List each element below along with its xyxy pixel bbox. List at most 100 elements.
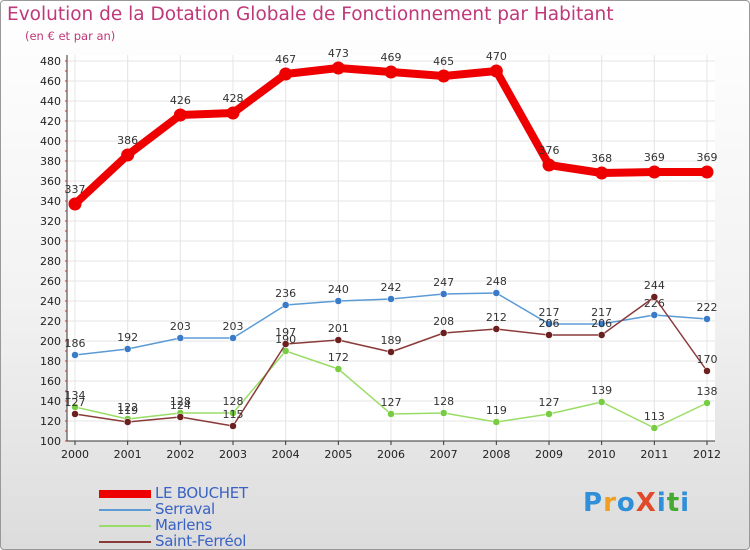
data-point (647, 165, 661, 179)
series-le-bouchet: 337 386 426 428 467 473 469 465 470 376 368 369 369 (65, 47, 718, 211)
data-point (384, 65, 398, 79)
data-point (387, 295, 395, 303)
series-marlens: 134 122 128 128 190 172 127 128 119 127 139 113 138 (65, 333, 718, 432)
data-point (437, 69, 451, 83)
data-label: 206 (591, 317, 612, 330)
data-label: 189 (381, 334, 402, 347)
y-tick-label: 200 (40, 335, 61, 348)
logo-letter: o (616, 488, 636, 518)
legend-label: Saint-Ferréol (155, 532, 247, 550)
data-label: 212 (486, 311, 507, 324)
data-label: 134 (65, 389, 86, 402)
logo-letter: i (656, 488, 667, 518)
data-label: 428 (223, 92, 244, 105)
data-point (703, 315, 711, 323)
data-label: 369 (644, 151, 665, 164)
y-tick-label: 240 (40, 295, 61, 308)
data-label: 115 (223, 408, 244, 421)
data-point (597, 398, 606, 406)
data-point (123, 418, 132, 426)
data-label: 469 (381, 51, 402, 64)
data-point (226, 106, 240, 120)
x-tick-label: 2009 (535, 448, 563, 461)
data-label: 242 (381, 281, 402, 294)
proxiti-logo: ProXiti (583, 488, 690, 518)
data-point (71, 410, 79, 418)
data-label: 217 (591, 306, 612, 319)
data-label: 337 (65, 183, 86, 196)
data-label: 170 (697, 353, 718, 366)
data-label: 247 (433, 276, 454, 289)
data-point (703, 367, 711, 375)
y-tick-label: 260 (40, 275, 61, 288)
data-point (387, 348, 395, 356)
data-label: 122 (117, 401, 138, 414)
x-tick-label: 2005 (324, 448, 352, 461)
legend-item: Serraval (99, 500, 339, 518)
chart-subtitle: (en € et par an) (25, 29, 116, 43)
data-point (492, 325, 501, 333)
y-tick-label: 120 (40, 415, 61, 428)
data-point (650, 424, 659, 432)
data-point (489, 64, 503, 78)
x-tick-label: 2006 (377, 448, 405, 461)
data-label: 473 (328, 47, 349, 60)
data-label: 206 (539, 317, 560, 330)
logo-letter: r (603, 488, 617, 518)
data-label: 113 (644, 410, 665, 423)
data-point (334, 336, 343, 344)
legend-item: LE BOUCHET (99, 484, 339, 502)
x-tick-label: 2011 (640, 448, 668, 461)
data-label: 203 (223, 320, 244, 333)
y-tick-label: 440 (40, 95, 61, 108)
data-label: 386 (117, 134, 138, 147)
legend-label: LE BOUCHET (155, 484, 248, 502)
data-label: 124 (170, 399, 191, 412)
y-tick-label: 100 (40, 435, 61, 448)
data-label: 208 (433, 315, 454, 328)
data-point (595, 166, 609, 180)
logo-letter: i (680, 488, 691, 518)
data-point (545, 320, 553, 328)
data-label: 139 (591, 384, 612, 397)
data-point (281, 301, 290, 309)
x-tick-label: 2002 (166, 448, 194, 461)
data-point (703, 399, 711, 407)
y-tick-label: 320 (40, 215, 61, 228)
y-tick-label: 140 (40, 395, 61, 408)
data-point (176, 413, 185, 421)
data-label: 119 (486, 404, 507, 417)
data-point (650, 311, 659, 319)
data-label: 368 (591, 152, 612, 165)
data-label: 222 (697, 301, 718, 314)
logo-letter: P (583, 488, 604, 518)
y-tick-label: 460 (40, 75, 61, 88)
data-point (492, 289, 501, 297)
legend-label: Marlens (155, 516, 212, 534)
data-label: 128 (433, 395, 454, 408)
data-label: 128 (170, 395, 191, 408)
data-point (545, 410, 553, 418)
legend-swatch (99, 541, 151, 543)
data-label: 467 (275, 53, 296, 66)
y-tick-label: 480 (40, 55, 61, 68)
data-label: 197 (275, 326, 296, 339)
data-label: 201 (328, 322, 349, 335)
legend-swatch (99, 509, 151, 511)
data-point (229, 334, 237, 342)
y-tick-label: 280 (40, 255, 61, 268)
data-point (545, 331, 553, 339)
data-label: 172 (328, 351, 349, 364)
y-tick-label: 180 (40, 355, 61, 368)
y-tick-label: 400 (40, 135, 61, 148)
data-label: 470 (486, 50, 507, 63)
logo-letter: t (666, 488, 681, 518)
data-point (439, 329, 448, 337)
data-point (229, 422, 237, 430)
data-point (68, 197, 82, 211)
data-label: 465 (433, 55, 454, 68)
legend-swatch (99, 490, 151, 498)
data-point (173, 108, 187, 122)
data-point (279, 67, 293, 81)
